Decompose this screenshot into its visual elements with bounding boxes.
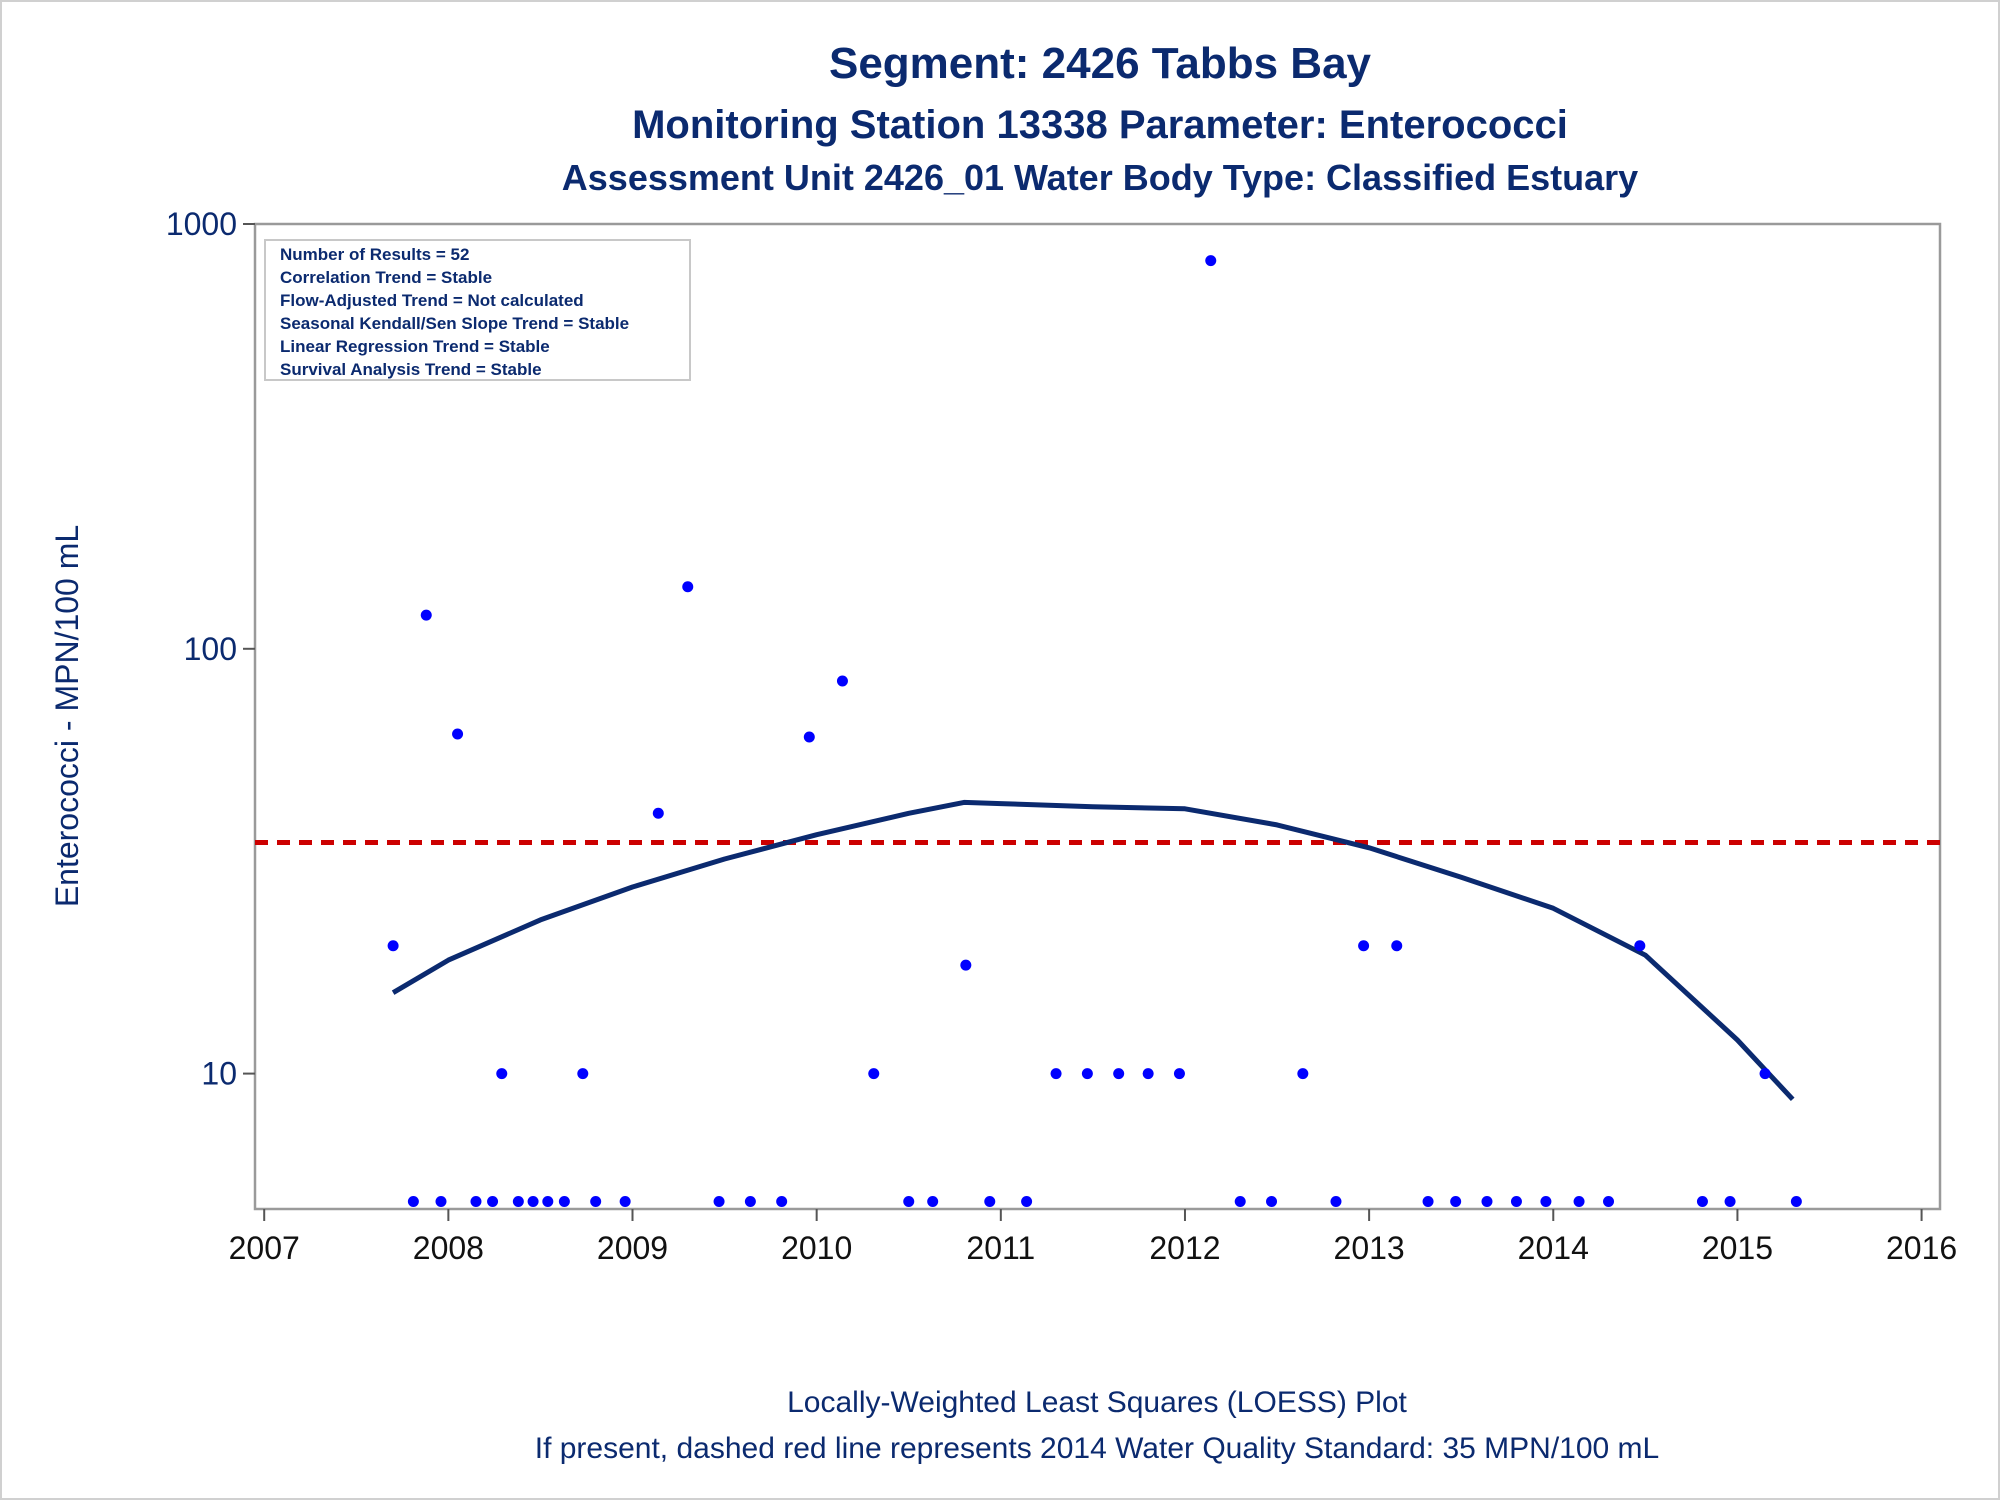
y-tick-label: 10	[201, 1056, 237, 1092]
data-point	[558, 1195, 570, 1207]
data-point	[803, 731, 815, 743]
stats-box: Number of Results = 52 Correlation Trend…	[264, 239, 691, 381]
data-point	[470, 1195, 482, 1207]
data-point	[387, 940, 399, 952]
data-point	[903, 1195, 915, 1207]
data-point	[1266, 1195, 1278, 1207]
data-point	[1573, 1195, 1585, 1207]
x-axis: 2007 2008 2009 2010 2011 2012 2013 2014 2015 2016	[229, 1209, 1957, 1266]
data-point	[1358, 940, 1370, 952]
data-point	[1790, 1195, 1802, 1207]
footnote-standard: If present, dashed red line represents 2…	[535, 1432, 1660, 1465]
stats-line-seasonal-kendall: Seasonal Kendall/Sen Slope Trend = Stabl…	[280, 314, 629, 333]
x-tick-label: 2009	[597, 1230, 668, 1266]
data-point	[1021, 1195, 1033, 1207]
x-tick-label: 2015	[1702, 1230, 1773, 1266]
data-point	[652, 807, 664, 819]
stats-line-survival-analysis: Survival Analysis Trend = Stable	[280, 360, 542, 379]
stats-line-flow-adjusted: Flow-Adjusted Trend = Not calculated	[280, 291, 584, 310]
data-point	[512, 1195, 524, 1207]
data-point	[960, 959, 972, 971]
stats-line-results: Number of Results = 52	[280, 245, 469, 264]
x-tick-label: 2011	[966, 1230, 1035, 1266]
stats-line-linear-regression: Linear Regression Trend = Stable	[280, 337, 550, 356]
data-point	[542, 1195, 554, 1207]
chart-subtitle-2: Assessment Unit 2426_01 Water Body Type:…	[562, 157, 1638, 198]
chart-subtitle: Monitoring Station 13338 Parameter: Ente…	[632, 103, 1568, 147]
data-point	[577, 1068, 589, 1080]
data-point	[452, 728, 464, 740]
data-point	[1205, 255, 1217, 267]
data-point	[487, 1195, 499, 1207]
data-point	[1297, 1068, 1309, 1080]
data-point	[590, 1195, 602, 1207]
footnote-loess: Locally-Weighted Least Squares (LOESS) P…	[787, 1386, 1407, 1419]
data-point	[1050, 1068, 1062, 1080]
plot-area	[253, 222, 1942, 1211]
data-point	[1391, 940, 1403, 952]
data-point	[496, 1068, 508, 1080]
x-tick-label: 2007	[229, 1230, 300, 1266]
stats-line-correlation: Correlation Trend = Stable	[280, 268, 492, 287]
data-point	[1540, 1195, 1552, 1207]
data-point	[1759, 1068, 1771, 1080]
x-tick-label: 2014	[1518, 1230, 1589, 1266]
data-point	[836, 675, 848, 687]
x-tick-label: 2013	[1334, 1230, 1405, 1266]
data-point	[435, 1195, 447, 1207]
data-point	[527, 1195, 539, 1207]
data-point	[1113, 1068, 1125, 1080]
data-point	[1422, 1195, 1434, 1207]
data-point	[744, 1195, 756, 1207]
data-point	[776, 1195, 788, 1207]
x-tick-label: 2012	[1149, 1230, 1220, 1266]
data-point	[407, 1195, 419, 1207]
data-point	[1724, 1195, 1736, 1207]
data-point	[1142, 1068, 1154, 1080]
y-tick-label: 1000	[166, 206, 237, 242]
data-point	[927, 1195, 939, 1207]
data-point	[1234, 1195, 1246, 1207]
data-point	[713, 1195, 725, 1207]
data-point	[1481, 1195, 1493, 1207]
data-point	[619, 1195, 631, 1207]
y-axis: Enterococci - MPN/100 mL	[49, 525, 85, 907]
x-tick-label: 2008	[413, 1230, 484, 1266]
y-axis-label: Enterococci - MPN/100 mL	[49, 525, 85, 907]
data-point	[1603, 1195, 1615, 1207]
y-ticks: 10 100 1000	[166, 206, 255, 1092]
data-point	[868, 1068, 880, 1080]
data-point	[1081, 1068, 1093, 1080]
data-point	[984, 1195, 996, 1207]
chart-title: Segment: 2426 Tabbs Bay	[829, 39, 1372, 88]
x-tick-label: 2016	[1886, 1230, 1957, 1266]
data-point	[420, 609, 432, 621]
data-point	[682, 581, 694, 593]
y-tick-label: 100	[184, 631, 237, 667]
data-point	[1450, 1195, 1462, 1207]
x-tick-label: 2010	[781, 1230, 852, 1266]
data-point	[1330, 1195, 1342, 1207]
data-point	[1173, 1068, 1185, 1080]
data-point	[1634, 940, 1646, 952]
data-point	[1696, 1195, 1708, 1207]
stats-box-frame	[264, 239, 691, 381]
loess-curve	[391, 799, 1795, 1102]
data-point	[1510, 1195, 1522, 1207]
data-points	[387, 255, 1802, 1207]
